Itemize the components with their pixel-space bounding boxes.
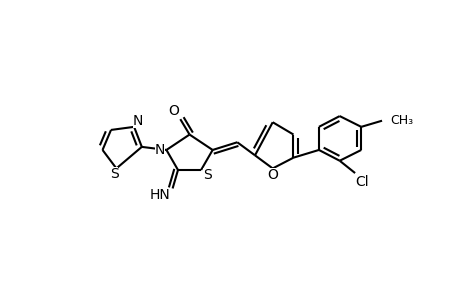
Text: O: O: [168, 104, 179, 118]
Text: N: N: [154, 143, 164, 157]
Text: Cl: Cl: [354, 175, 368, 188]
Text: HN: HN: [149, 188, 170, 203]
Text: S: S: [202, 168, 211, 182]
Text: O: O: [267, 168, 278, 182]
Text: N: N: [133, 115, 143, 128]
Text: CH₃: CH₃: [390, 114, 413, 127]
Text: S: S: [110, 167, 118, 181]
